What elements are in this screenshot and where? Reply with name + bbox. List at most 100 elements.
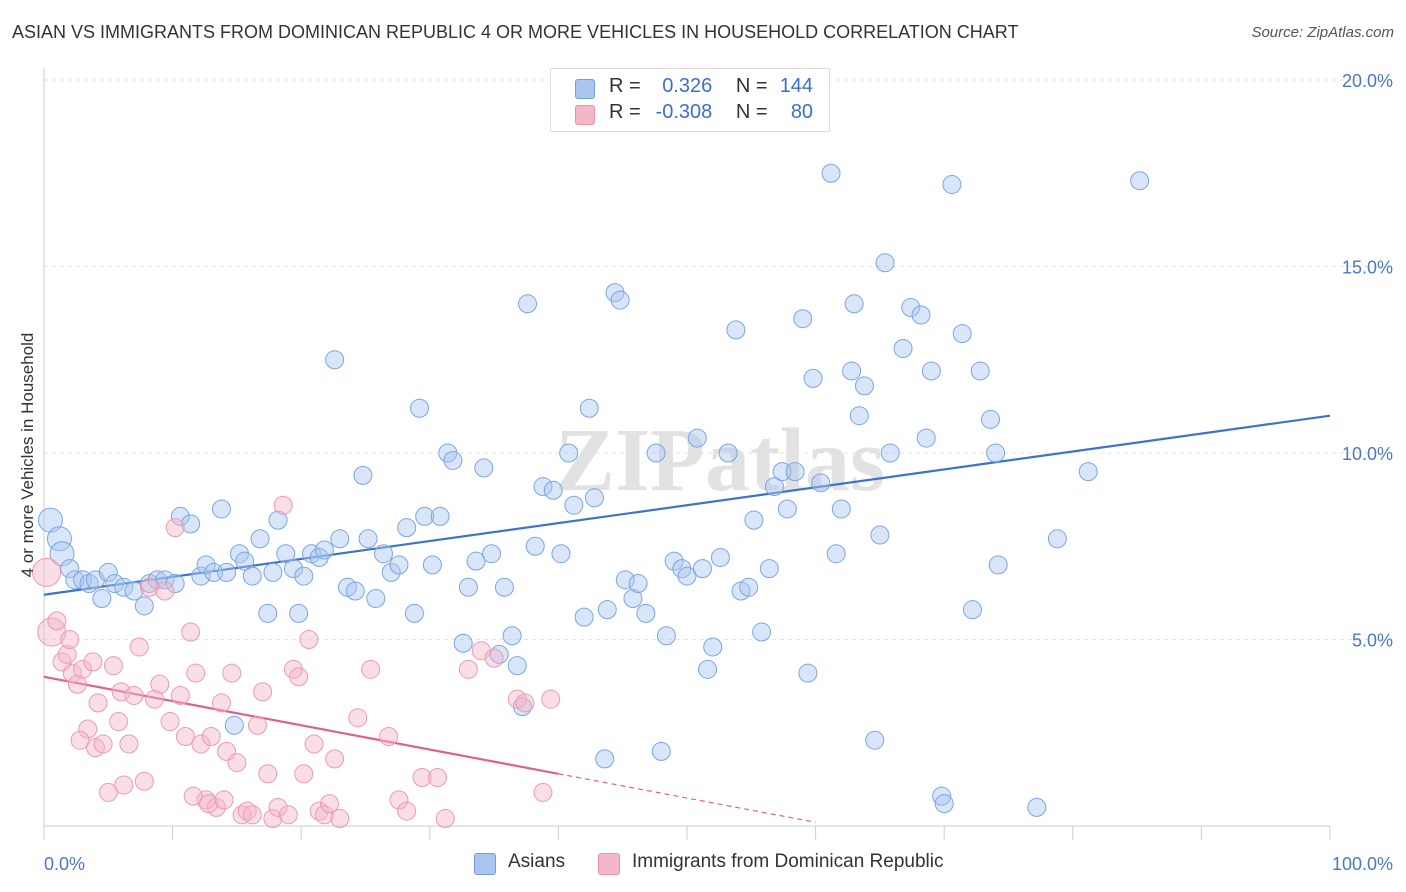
asians-point bbox=[744, 510, 764, 530]
asians-point bbox=[986, 443, 1006, 463]
asians-point bbox=[518, 294, 538, 314]
dominican-point bbox=[253, 682, 273, 702]
dominican-point bbox=[165, 518, 185, 538]
asians-point bbox=[636, 603, 656, 623]
axes bbox=[43, 68, 1331, 840]
asians-swatch bbox=[575, 79, 595, 99]
dominican-point bbox=[309, 801, 329, 821]
asians-point bbox=[1078, 462, 1098, 482]
legend-r-label: R = bbox=[609, 101, 641, 123]
dominican-point bbox=[412, 768, 432, 788]
asians-point bbox=[952, 324, 972, 344]
asians-point bbox=[474, 458, 494, 478]
dominican-point bbox=[134, 771, 154, 791]
dominican-point bbox=[67, 674, 87, 694]
asians-point bbox=[698, 659, 718, 679]
asians-point bbox=[656, 626, 676, 646]
asians-point bbox=[494, 577, 514, 597]
dominican-point bbox=[57, 644, 77, 664]
asians-point bbox=[1027, 797, 1047, 817]
dominican-point bbox=[268, 797, 288, 817]
y-tick-label: 5.0% bbox=[1352, 631, 1393, 651]
asians-point bbox=[597, 600, 617, 620]
legend-n-value: 144 bbox=[779, 75, 814, 97]
asians-point bbox=[345, 581, 365, 601]
asians-point bbox=[410, 398, 430, 418]
asians-legend-label: Asians bbox=[508, 851, 566, 872]
asians-point bbox=[60, 559, 80, 579]
asians-point bbox=[970, 361, 990, 381]
asians-point bbox=[268, 510, 288, 530]
asians-point bbox=[543, 480, 563, 500]
asians-point bbox=[37, 507, 63, 533]
asians-point bbox=[865, 730, 885, 750]
dominican-point bbox=[145, 689, 165, 709]
asians-point bbox=[1047, 529, 1067, 549]
dominican-point bbox=[37, 617, 67, 647]
dominican-point bbox=[294, 764, 314, 784]
dominican-point bbox=[129, 637, 149, 657]
asians-point bbox=[466, 551, 486, 571]
dominican-point bbox=[160, 712, 180, 732]
correlation-legend: R = 0.326 N = 144 R = -0.308 N = 80 bbox=[550, 68, 830, 132]
dominican-point bbox=[199, 794, 219, 814]
asians-point bbox=[155, 570, 175, 590]
dominican-point bbox=[242, 805, 262, 825]
dominican-point bbox=[278, 805, 298, 825]
asians-point bbox=[507, 656, 527, 676]
dominican-point bbox=[389, 790, 409, 810]
asians-point bbox=[988, 555, 1008, 575]
asians-point bbox=[710, 547, 730, 567]
asians-point bbox=[430, 506, 450, 526]
asians-point bbox=[134, 596, 154, 616]
chart-title: ASIAN VS IMMIGRANTS FROM DOMINICAN REPUB… bbox=[12, 22, 1019, 42]
dominican-point bbox=[119, 734, 139, 754]
dominican-point bbox=[111, 682, 131, 702]
asians-point bbox=[170, 506, 190, 526]
dominican-point bbox=[227, 753, 247, 773]
legend-n-label: N = bbox=[735, 101, 768, 123]
asians-point bbox=[263, 562, 283, 582]
asians-point bbox=[739, 577, 759, 597]
asians-point bbox=[224, 715, 244, 735]
legend-r-label: R = bbox=[609, 75, 641, 97]
dominican-point bbox=[428, 768, 448, 788]
asians-point bbox=[726, 320, 746, 340]
asians-point bbox=[932, 786, 952, 806]
asians-point bbox=[911, 305, 931, 325]
dominican-point bbox=[191, 734, 211, 754]
asians-trend-line bbox=[43, 414, 1331, 596]
dominican-point bbox=[247, 715, 267, 735]
dominican-point bbox=[533, 782, 553, 802]
asians-point bbox=[458, 577, 478, 597]
asians-point bbox=[235, 551, 255, 571]
asians-point bbox=[374, 544, 394, 564]
asians-point bbox=[397, 518, 417, 538]
asians-point bbox=[934, 794, 954, 814]
asians-point bbox=[98, 562, 118, 582]
dominican-point bbox=[70, 730, 90, 750]
asians-point bbox=[314, 540, 334, 560]
asians-point bbox=[798, 663, 818, 683]
asians-point bbox=[242, 566, 262, 586]
legend-n-value: 80 bbox=[790, 101, 814, 123]
dominican-point bbox=[541, 689, 561, 709]
asians-point bbox=[181, 514, 201, 534]
asians-point bbox=[502, 626, 522, 646]
axis-labels: 5.0% 10.0% 15.0% 20.0% 0.0% 100.0% 4 or more V… bbox=[18, 71, 1393, 874]
asians-point bbox=[564, 495, 584, 515]
asians-point bbox=[916, 428, 936, 448]
dominican-point bbox=[222, 663, 242, 683]
asians-point bbox=[353, 465, 373, 485]
asians-point bbox=[615, 570, 635, 590]
dominican-point bbox=[109, 712, 129, 732]
asians-point bbox=[962, 600, 982, 620]
asians-point bbox=[687, 428, 707, 448]
asians-point bbox=[92, 588, 112, 608]
dominican-legend-swatch bbox=[598, 853, 620, 875]
asians-point bbox=[217, 562, 237, 582]
legend-n-label: N = bbox=[735, 75, 768, 97]
dominican-point bbox=[170, 685, 190, 705]
asians-point bbox=[453, 633, 473, 653]
asians-point bbox=[942, 174, 962, 194]
